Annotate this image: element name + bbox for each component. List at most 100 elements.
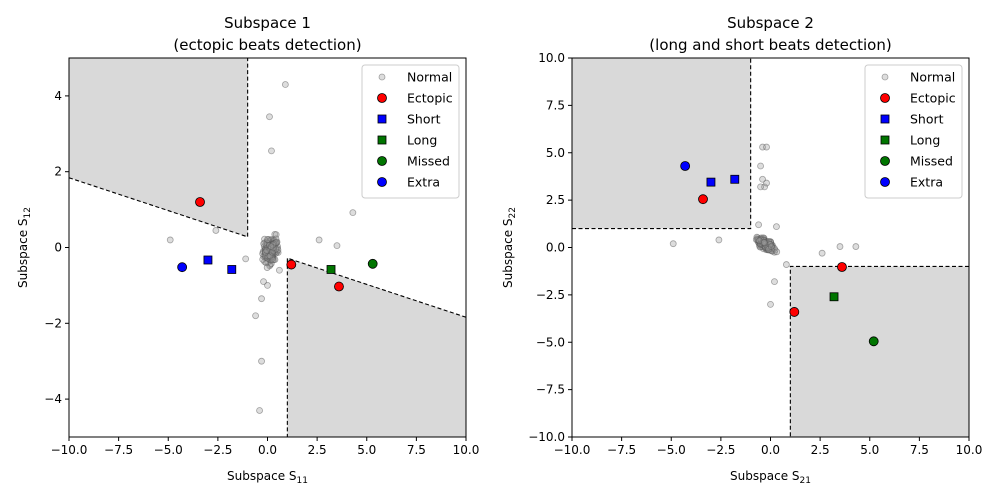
x-tick-label: −2.5 bbox=[203, 443, 232, 457]
x-tick-label: −5.0 bbox=[154, 443, 183, 457]
normal-point bbox=[782, 261, 790, 268]
y-tick-label: 2 bbox=[54, 165, 62, 179]
x-axis-label-main: Subspace S bbox=[730, 469, 799, 483]
y-tick-label: 7.5 bbox=[546, 98, 565, 112]
legend-label-ectopic: Ectopic bbox=[910, 91, 956, 106]
normal-cluster-point bbox=[767, 243, 775, 250]
normal-point bbox=[268, 147, 275, 155]
shaded-region-2 bbox=[287, 258, 466, 437]
plot-area bbox=[572, 58, 969, 437]
legend-marker-missed bbox=[377, 156, 387, 166]
x-tick-label: 10.0 bbox=[453, 443, 480, 457]
missed-point bbox=[868, 336, 879, 347]
legend-label-ectopic: Ectopic bbox=[407, 91, 453, 106]
normal-cluster-point bbox=[773, 248, 781, 256]
x-tick-label: −5.0 bbox=[657, 443, 686, 457]
x-tick-label: 7.5 bbox=[407, 443, 426, 457]
normal-point bbox=[333, 242, 341, 250]
y-axis-label: Subspace S12 bbox=[16, 207, 33, 288]
normal-point bbox=[771, 278, 778, 286]
normal-point bbox=[763, 179, 770, 187]
legend-marker-long bbox=[880, 135, 890, 145]
y-tick-label: 4 bbox=[54, 89, 62, 103]
legend-label-long: Long bbox=[407, 133, 437, 148]
boundary-line-2 bbox=[286, 257, 466, 437]
normal-point bbox=[281, 81, 289, 88]
y-axis-label-subscript: 12 bbox=[23, 207, 33, 218]
normal-cluster-point bbox=[267, 243, 275, 250]
legend-marker-ectopic bbox=[880, 93, 890, 103]
x-tick-label: −10.0 bbox=[51, 443, 88, 457]
chart-2: −10.0 −7.5 −5.0 −2.5 0.0 2.5 5.0 7.5 10.0 −10.0 −7… bbox=[501, 14, 982, 486]
normal-point bbox=[258, 295, 265, 303]
plot-area bbox=[69, 58, 466, 437]
x-tick-label: 2.5 bbox=[811, 443, 830, 457]
normal-point bbox=[256, 407, 263, 414]
normal-point bbox=[852, 243, 860, 250]
normal-point bbox=[258, 357, 265, 365]
normal-cluster-point bbox=[264, 236, 271, 243]
legend-marker-normal bbox=[881, 73, 889, 81]
legend-label-extra: Extra bbox=[407, 175, 440, 190]
y-tick-label: −7.5 bbox=[536, 383, 565, 397]
normal-cluster-point bbox=[260, 240, 268, 248]
y-axis-label-main: Subspace S bbox=[501, 218, 515, 287]
legend: Normal Ectopic Short Long Missed Extra bbox=[361, 64, 460, 199]
x-axis-label-subscript: 21 bbox=[800, 476, 811, 486]
normal-cluster-point bbox=[263, 264, 271, 271]
normal-point bbox=[767, 300, 774, 308]
boundary-line-2 bbox=[789, 265, 969, 437]
short-point bbox=[227, 265, 237, 274]
x-tick-label: 2.5 bbox=[308, 443, 327, 457]
x-tick-label: 0.0 bbox=[258, 443, 277, 457]
x-tick-label: 5.0 bbox=[357, 443, 376, 457]
normal-point bbox=[252, 312, 259, 320]
x-tick-label: −7.5 bbox=[607, 443, 636, 457]
long-point bbox=[326, 265, 336, 274]
legend-label-short: Short bbox=[407, 112, 441, 127]
legend-marker-short bbox=[880, 114, 890, 124]
y-tick-label: −2 bbox=[44, 316, 62, 330]
y-tick-label: −4 bbox=[44, 392, 62, 406]
legend-marker-ectopic bbox=[377, 93, 387, 103]
boundary-line-1 bbox=[572, 58, 752, 230]
ectopic-point bbox=[789, 307, 800, 317]
missed-point bbox=[367, 258, 378, 269]
ectopic-point bbox=[837, 262, 847, 272]
legend-label-normal: Normal bbox=[910, 70, 955, 85]
legend-marker-extra bbox=[880, 177, 890, 187]
legend-marker-long bbox=[377, 135, 387, 145]
extra-point bbox=[680, 161, 691, 171]
legend-label-missed: Missed bbox=[407, 154, 450, 169]
legend: Normal Ectopic Short Long Missed Extra bbox=[864, 64, 963, 199]
normal-cluster-point bbox=[266, 252, 274, 260]
legend-label-missed: Missed bbox=[910, 154, 953, 169]
x-axis-label: Subspace S11 bbox=[227, 469, 308, 486]
long-point bbox=[829, 292, 839, 302]
normal-point bbox=[166, 236, 174, 244]
short-point bbox=[203, 255, 213, 265]
x-tick-label: 5.0 bbox=[860, 443, 879, 457]
x-tick-label: 10.0 bbox=[956, 443, 983, 457]
normal-point bbox=[264, 281, 271, 289]
ectopic-point bbox=[698, 194, 708, 205]
normal-point bbox=[818, 249, 826, 257]
y-tick-label: −2.5 bbox=[536, 288, 565, 302]
y-axis-label-subscript: 22 bbox=[508, 207, 518, 218]
y-tick-label: 0 bbox=[54, 241, 62, 255]
normal-point bbox=[242, 255, 250, 263]
shaded-region-1 bbox=[572, 58, 751, 229]
chart-1: −10.0 −7.5 −5.0 −2.5 0.0 2.5 5.0 7.5 10.0 −4 −2 0 2 4… bbox=[16, 14, 479, 486]
legend-marker-extra bbox=[377, 177, 387, 187]
normal-point bbox=[266, 113, 273, 121]
chart-title: Subspace 1 bbox=[224, 14, 311, 32]
ectopic-point bbox=[286, 259, 297, 270]
x-axis-label: Subspace S21 bbox=[730, 469, 811, 486]
normal-point bbox=[715, 236, 723, 244]
legend-marker-missed bbox=[880, 156, 890, 166]
legend-label-long: Long bbox=[910, 133, 940, 148]
ectopic-point bbox=[195, 197, 205, 207]
legend-label-short: Short bbox=[910, 112, 944, 127]
y-tick-label: 5.0 bbox=[546, 146, 565, 160]
